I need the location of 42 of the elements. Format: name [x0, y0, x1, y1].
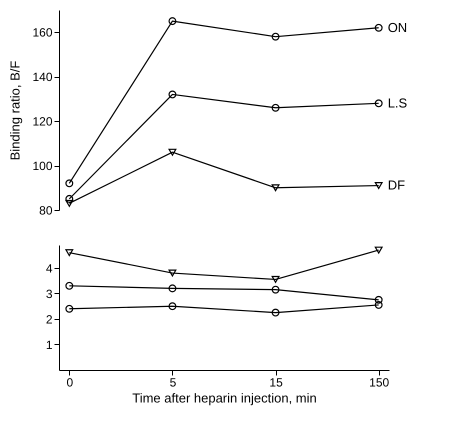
- point: [374, 296, 383, 304]
- point: [374, 246, 383, 254]
- x-axis-title: Time after heparin injection, min: [132, 390, 317, 406]
- point: [65, 304, 74, 313]
- point: [374, 182, 383, 190]
- point: [168, 17, 176, 26]
- point: [65, 249, 74, 256]
- point: [168, 90, 176, 98]
- y-tick-label: 120: [32, 114, 53, 129]
- point: [374, 301, 383, 309]
- point: [272, 286, 280, 294]
- point: [65, 179, 74, 188]
- y-axis-title: Binding ratio, B/F: [7, 60, 22, 160]
- y-tick-label: 2: [46, 312, 53, 326]
- point: [272, 308, 280, 317]
- point: [374, 24, 383, 32]
- y-tick-label: 4: [46, 261, 53, 276]
- point: [374, 99, 383, 108]
- point: [65, 194, 74, 203]
- point: [272, 32, 280, 41]
- x-tick-label: 15: [269, 376, 284, 390]
- point: [168, 284, 176, 292]
- point: [272, 104, 280, 112]
- series-label: L.S: [388, 95, 408, 110]
- point: [272, 184, 280, 192]
- series-label: ON: [388, 20, 408, 35]
- point: [65, 282, 74, 290]
- x-tick-label: 150: [369, 376, 390, 390]
- y-tick-label: 140: [32, 70, 53, 84]
- x-tick-label: 0: [66, 376, 74, 390]
- point: [168, 302, 176, 310]
- series-label: DF: [388, 178, 406, 193]
- point: [272, 276, 280, 283]
- point: [168, 148, 176, 156]
- x-tick-label: 5: [170, 376, 177, 390]
- y-tick-label: 80: [39, 204, 53, 218]
- y-tick-label: 3: [46, 286, 53, 301]
- y-tick-label: 160: [32, 26, 53, 40]
- point: [168, 270, 176, 277]
- y-tick-label: 1: [46, 338, 53, 352]
- y-tick-label: 100: [32, 159, 53, 174]
- point: [65, 200, 74, 207]
